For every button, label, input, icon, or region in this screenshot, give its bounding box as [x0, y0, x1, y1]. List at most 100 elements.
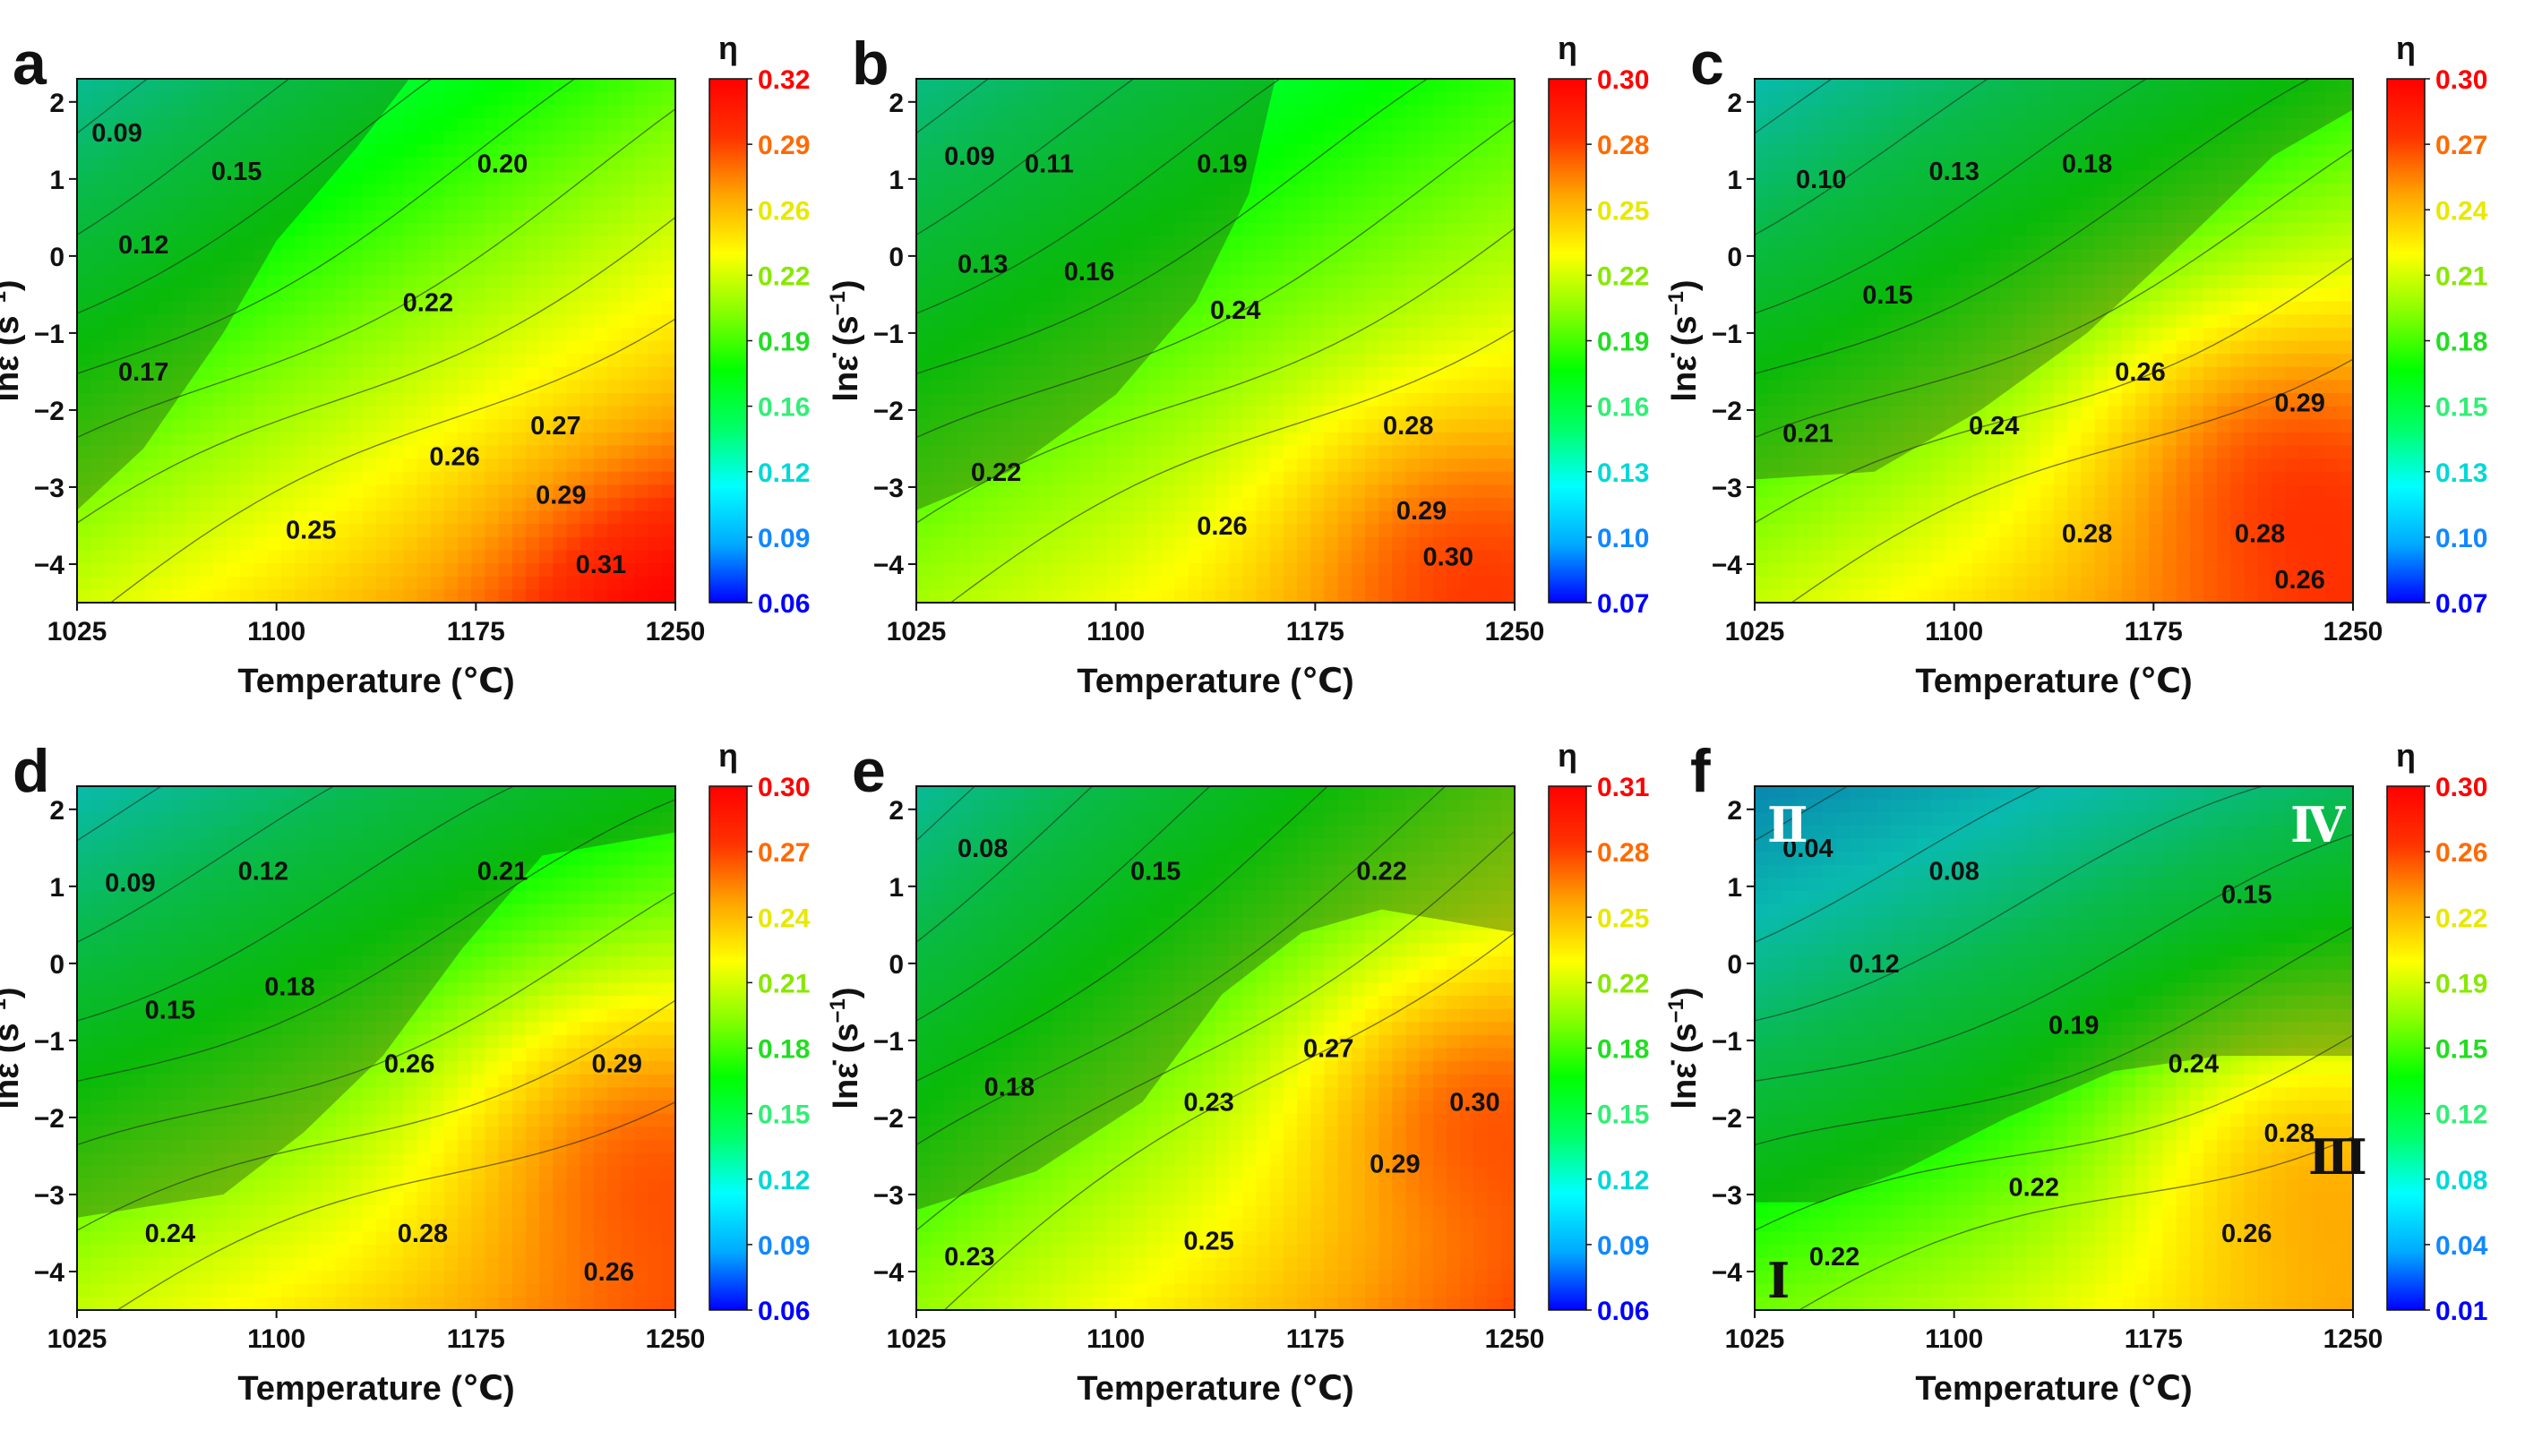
heat-cell [1473, 524, 1489, 538]
heat-cell [1269, 419, 1284, 433]
heat-cell [1269, 236, 1284, 250]
heat-cell [1392, 498, 1407, 512]
heat-cell [322, 249, 337, 263]
heat-cell [1958, 222, 1973, 237]
heat-cell [1106, 327, 1121, 342]
heat-cell [634, 419, 649, 433]
heat-cell [1215, 79, 1230, 93]
heat-cell [970, 393, 985, 407]
heat-cell [2026, 484, 2041, 499]
heat-cell [159, 589, 173, 603]
heat-cell [1337, 144, 1353, 158]
heat-cell [403, 79, 418, 93]
heat-cell [2040, 484, 2055, 499]
heat-cell [253, 210, 269, 224]
heat-cell [2081, 380, 2096, 394]
heat-cell [471, 432, 486, 447]
heat-cell [348, 458, 364, 473]
heat-cell [185, 222, 201, 237]
heat-cell [1876, 484, 1892, 499]
heat-cell [1782, 393, 1797, 407]
heat-cell [1768, 380, 1782, 394]
heat-cell [1755, 249, 1769, 263]
heat-cell [1808, 419, 1824, 433]
heat-cell [1106, 432, 1121, 447]
heat-cell [1473, 576, 1489, 590]
heat-cell [172, 222, 187, 237]
heat-cell [1229, 91, 1243, 106]
heat-cell [1310, 131, 1326, 145]
heat-cell [943, 131, 958, 145]
heat-cell [458, 393, 472, 407]
heat-cell [983, 301, 999, 315]
heat-cell [2108, 340, 2123, 355]
heat-cell [1918, 301, 1932, 315]
heat-cell [498, 275, 513, 289]
heat-cell [634, 184, 649, 198]
heat-cell [2149, 576, 2164, 590]
heat-cell [212, 327, 228, 342]
heat-cell [376, 327, 391, 342]
heat-cell [1487, 288, 1502, 303]
heat-cell [77, 105, 91, 119]
heat-cell [1378, 510, 1393, 525]
heat-cell [335, 105, 350, 119]
heat-cell [1215, 524, 1230, 538]
heat-cell [1971, 524, 1987, 538]
heat-cell [485, 144, 500, 158]
heat-cell [1229, 117, 1243, 133]
heat-cell [1283, 210, 1298, 224]
heat-cell [553, 157, 568, 171]
heat-cell [430, 222, 445, 237]
colorbar-tick-label: 0.16 [758, 393, 810, 423]
heat-cell [430, 432, 445, 447]
heat-cell [1120, 275, 1135, 289]
heat-cell [1337, 79, 1353, 93]
heat-cell [1337, 366, 1353, 381]
heat-cell [1392, 261, 1407, 276]
heat-cell [593, 288, 608, 303]
heat-cell [1863, 261, 1878, 276]
heat-cell [1229, 327, 1243, 342]
heat-cell [1120, 563, 1135, 578]
heat-cell [294, 301, 309, 315]
heat-cell [553, 393, 568, 407]
heat-cell [539, 340, 554, 355]
heat-cell [983, 131, 999, 145]
heat-cell [1419, 275, 1434, 289]
heat-cell [2094, 340, 2109, 355]
heat-cell [1038, 406, 1053, 420]
heat-cell [498, 91, 513, 106]
contour-line [916, 79, 1282, 314]
heat-cell [621, 366, 636, 381]
heat-cell [348, 275, 364, 289]
colorbar-tick-label: 0.16 [1597, 393, 1649, 423]
heat-cell [1174, 261, 1189, 276]
heat-cell [1971, 380, 1987, 394]
heat-cell [362, 524, 377, 538]
heat-cell [159, 131, 173, 145]
heat-cell [322, 184, 337, 198]
heat-cell [1918, 314, 1932, 329]
heat-cell [1079, 393, 1094, 407]
heat-cell [199, 536, 214, 552]
heat-cell [1822, 105, 1837, 119]
heat-cell [308, 117, 322, 133]
heat-cell [1768, 314, 1782, 329]
heat-cell [227, 117, 241, 133]
heat-cell [362, 210, 377, 224]
heat-cell [1079, 550, 1094, 564]
heat-cell [970, 288, 985, 303]
heat-cell [580, 445, 595, 459]
heat-cell [661, 79, 675, 93]
heat-cell [2108, 314, 2123, 329]
heat-cell [1768, 222, 1782, 237]
heat-cell [240, 406, 254, 420]
heat-cell [1201, 184, 1216, 198]
heat-cell [1256, 222, 1271, 237]
heat-cell [1405, 210, 1421, 224]
heat-cell [1945, 510, 1960, 525]
heat-cell [185, 432, 201, 447]
heat-cell [1782, 445, 1797, 459]
heat-cell [1283, 301, 1298, 315]
